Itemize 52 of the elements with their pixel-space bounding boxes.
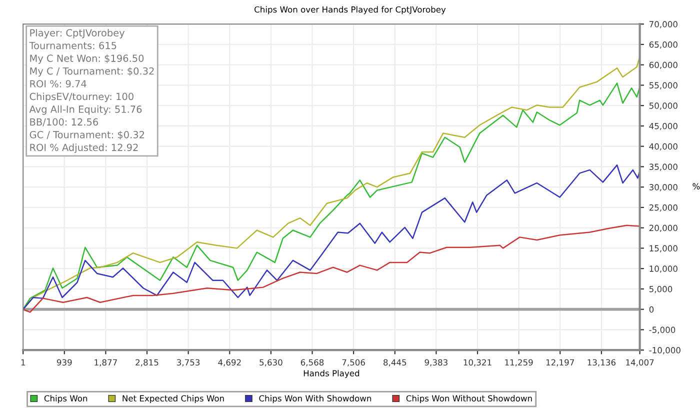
x-tick-label: 3,753 [177, 359, 200, 366]
y-tick-label: 15,000 [650, 245, 678, 252]
annotation: My C / Tournament: $0.32 [30, 67, 154, 77]
y-tick-label: 35,000 [649, 164, 678, 171]
y-tick-label: 5,000 [649, 286, 672, 294]
annotation: ROI % Adjusted: 12.92 [30, 144, 138, 153]
x-tick-label: 2,815 [136, 359, 158, 366]
y-tick-label: 55,000 [649, 82, 678, 90]
x-tick-label: 939 [56, 359, 72, 366]
x-tick-label: 6,568 [300, 359, 324, 366]
legend-label: Chips Won Without Showdown [406, 395, 532, 404]
y-tick-label: 70,000 [650, 21, 678, 28]
annotation: ChipsEV/tourney: 100 [30, 92, 134, 102]
line-series [23, 164, 640, 310]
annotation: Avg All-In Equity: 51.76 [29, 105, 142, 115]
x-tick-label: 5,630 [260, 359, 282, 366]
annotation: My C Net Won: $196.50 [30, 54, 144, 64]
annotation: ROI %: 9.74 [30, 80, 86, 88]
chart-title: Chips Won over Hands Played for CptJVorobey [254, 6, 446, 14]
y-tick-label: -5,000 [649, 326, 676, 334]
y-tick-label: 30,000 [649, 184, 678, 192]
y-axis-title: % [692, 183, 700, 190]
y-tick-label: 25,000 [649, 204, 678, 212]
y-tick-label: -10,000 [649, 347, 680, 354]
x-tick-label: 13,136 [588, 359, 616, 366]
annotation: BB/100: 12.56 [30, 118, 98, 126]
y-tick-label: 10,000 [650, 266, 678, 273]
y-tick-label: 0 [649, 306, 654, 313]
legend-label: Net Expected Chips Won [122, 395, 224, 404]
y-tick-label: 60,000 [649, 62, 678, 69]
y-tick-label: 20,000 [649, 224, 678, 232]
annotation: Tournaments: 615 [29, 42, 116, 50]
x-tick-label: 1 [21, 359, 25, 366]
annotation: Player: CptJVorobey [30, 28, 125, 38]
x-axis-title: Hands Played [304, 370, 360, 378]
x-tick-label: 11,259 [505, 359, 533, 366]
legend-label: Chips Won With Showdown [259, 395, 372, 404]
legend-label: Chips Won [44, 395, 88, 404]
y-tick-label: 65,000 [649, 41, 678, 49]
x-tick-label: 10,321 [464, 359, 492, 366]
x-tick-label: 1,877 [94, 359, 117, 366]
x-tick-label: 9,383 [424, 359, 448, 366]
annotation: GC / Tournament: $0.32 [30, 130, 144, 140]
y-tick-label: 50,000 [649, 102, 678, 110]
y-tick-label: 40,000 [649, 143, 678, 150]
x-tick-label: 7,506 [342, 359, 365, 366]
x-tick-label: 12,197 [546, 359, 574, 366]
line-series [23, 224, 640, 313]
x-tick-label: 8,445 [384, 359, 406, 366]
x-tick-label: 4,692 [218, 359, 241, 366]
y-tick-label: 45,000 [649, 122, 678, 130]
x-tick-label: 14,007 [626, 359, 654, 366]
